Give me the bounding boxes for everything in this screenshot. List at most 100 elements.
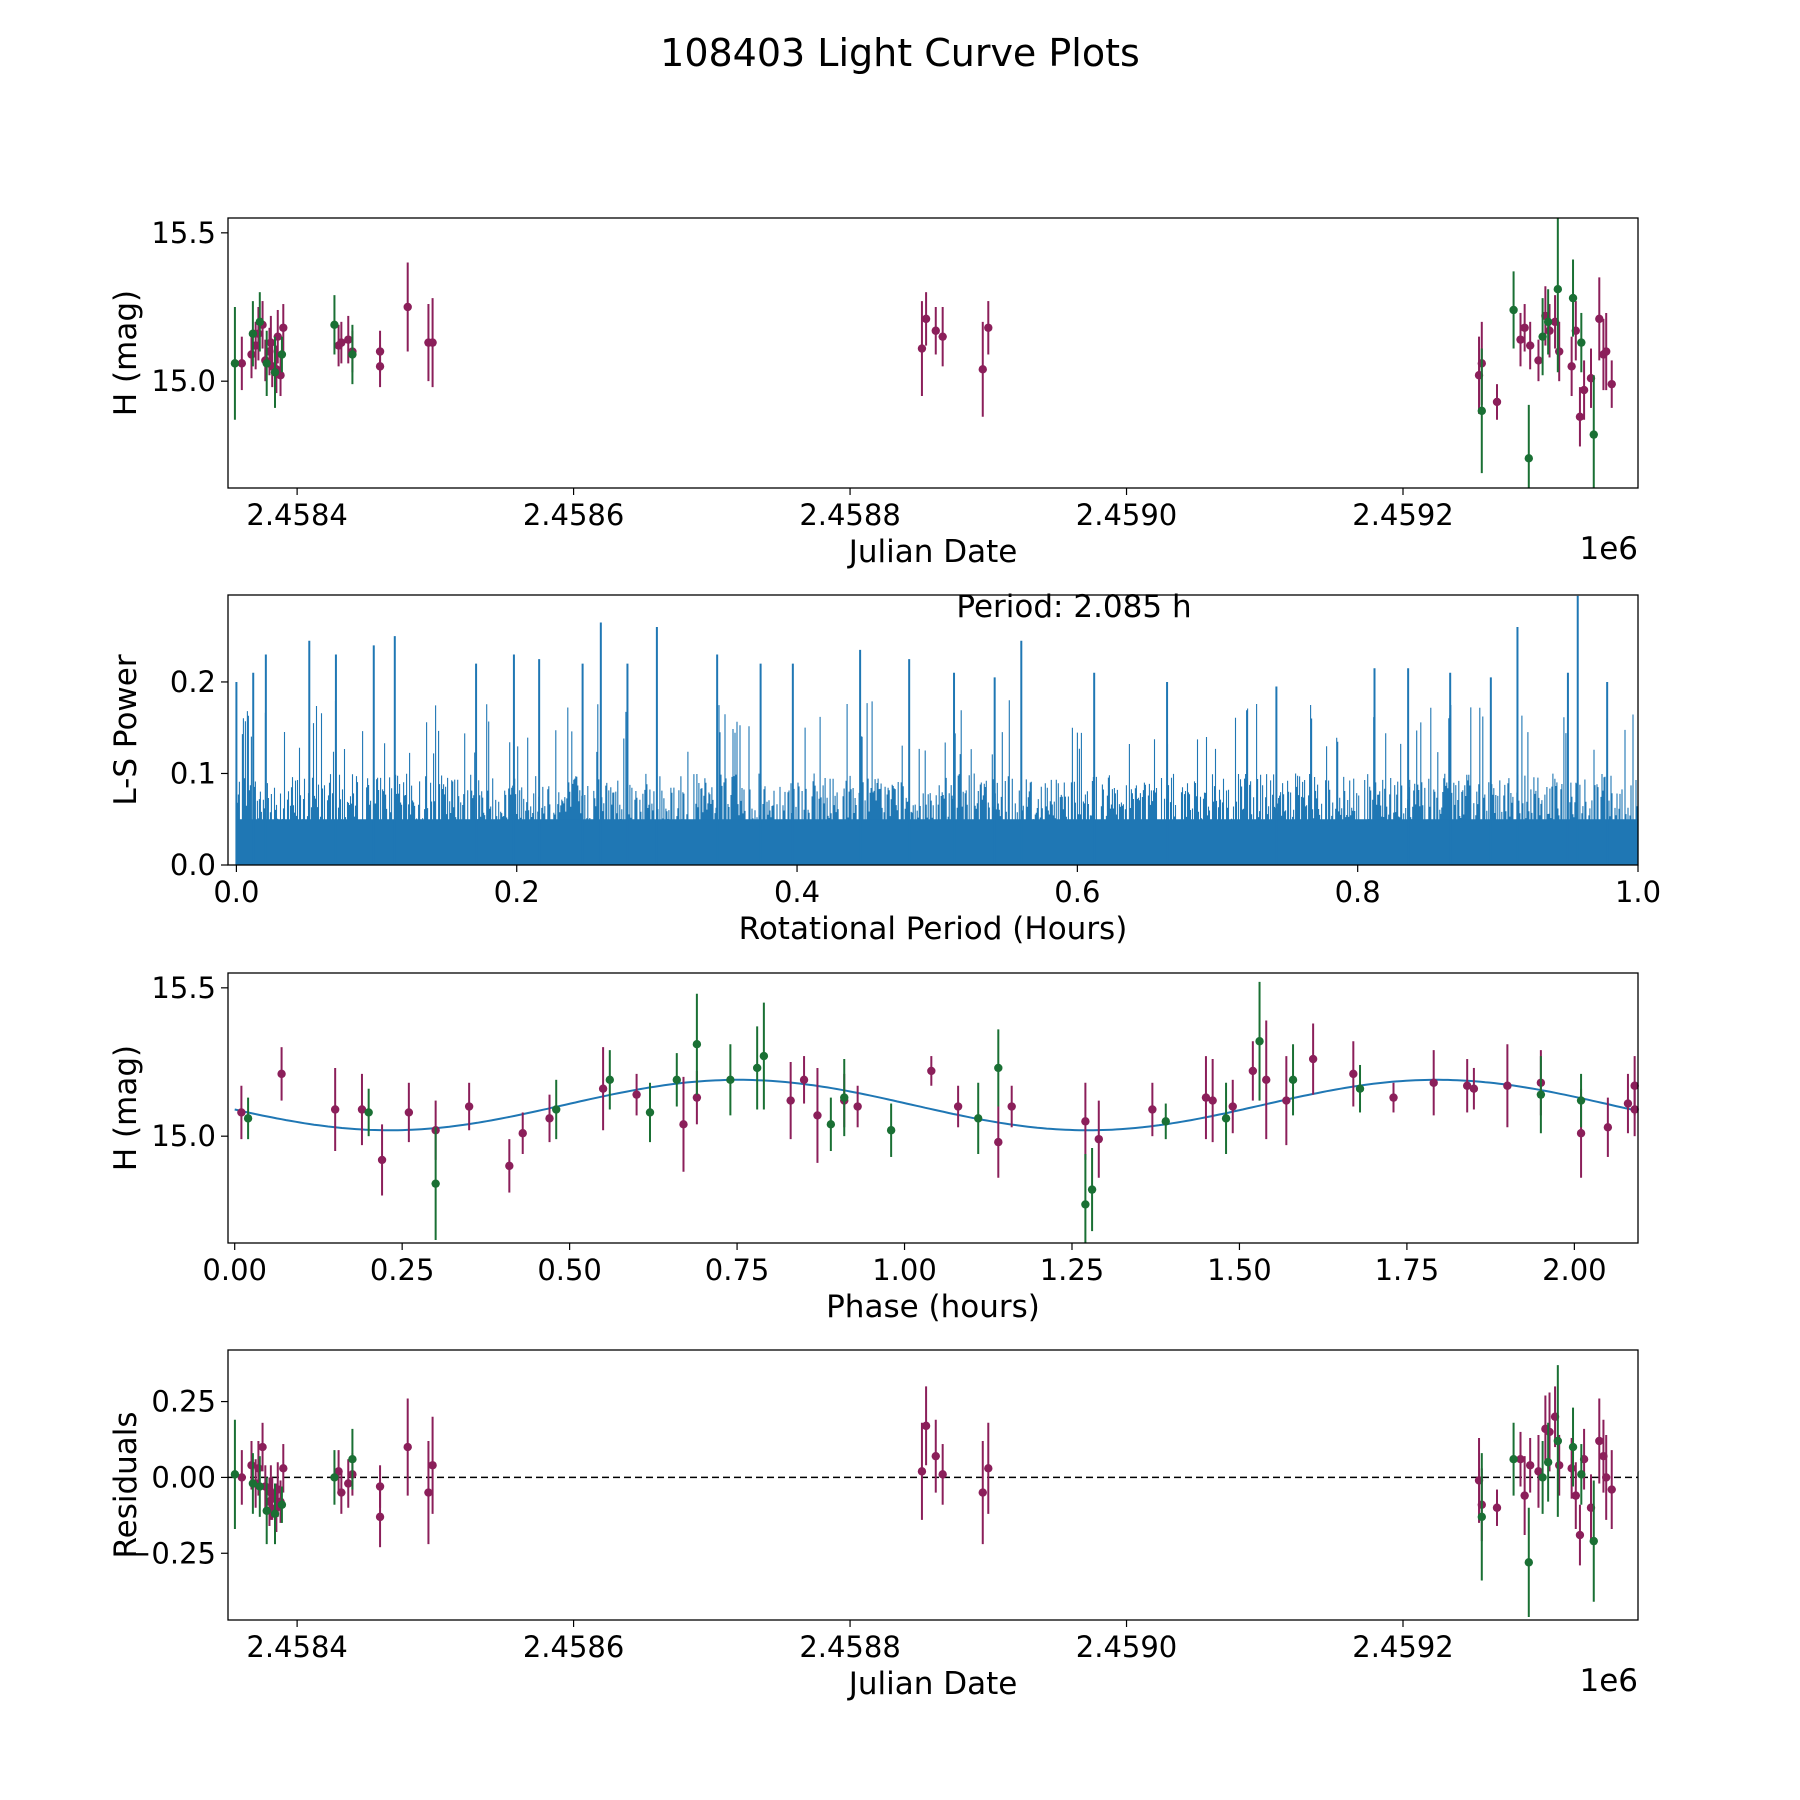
data-point bbox=[357, 1105, 367, 1114]
data-point bbox=[1228, 1102, 1237, 1111]
data-point bbox=[1509, 1455, 1518, 1464]
data-point bbox=[813, 1111, 822, 1120]
data-point bbox=[1534, 356, 1543, 365]
data-point bbox=[978, 1488, 987, 1497]
x-tick-label: 0.0 bbox=[213, 875, 259, 909]
data-point bbox=[759, 1051, 769, 1061]
y-axis-label: L-S Power bbox=[108, 654, 144, 805]
data-point bbox=[404, 1108, 414, 1117]
data-point bbox=[255, 1482, 264, 1491]
x-tick-label: 1.0 bbox=[1615, 875, 1661, 909]
data-point bbox=[921, 314, 931, 324]
x-tick-label: 2.4590 bbox=[1076, 1630, 1177, 1664]
data-point bbox=[1094, 1134, 1103, 1144]
data-point bbox=[1509, 305, 1518, 315]
data-point bbox=[1389, 1093, 1398, 1102]
y-tick-label: −0.25 bbox=[127, 1536, 216, 1570]
data-point bbox=[1568, 1442, 1578, 1452]
x-tick-label: 2.4584 bbox=[246, 1630, 347, 1664]
data-point bbox=[1087, 1185, 1097, 1194]
x-axis-label: Rotational Period (Hours) bbox=[739, 911, 1128, 947]
data-point bbox=[230, 1470, 240, 1479]
data-point bbox=[1538, 332, 1547, 341]
data-point bbox=[255, 317, 264, 327]
data-point bbox=[1534, 1467, 1543, 1476]
x-tick-label: 2.4590 bbox=[1076, 498, 1177, 532]
x-tick-label: 2.4592 bbox=[1352, 498, 1453, 532]
data-point bbox=[375, 1512, 385, 1522]
x-tick-label: 2.4586 bbox=[523, 1630, 624, 1664]
data-points bbox=[237, 981, 1639, 1243]
data-point bbox=[786, 1096, 795, 1105]
data-point bbox=[984, 323, 993, 332]
x-tick-label: 1.00 bbox=[872, 1253, 937, 1287]
x-tick-label: 0.00 bbox=[202, 1253, 267, 1287]
data-point bbox=[752, 1063, 762, 1073]
data-point bbox=[1545, 326, 1554, 335]
data-point bbox=[1492, 1503, 1502, 1512]
x-tick-label: 0.50 bbox=[537, 1253, 602, 1287]
data-point bbox=[1462, 1081, 1472, 1090]
data-point bbox=[428, 1461, 437, 1470]
data-point bbox=[505, 1161, 514, 1171]
data-point bbox=[1567, 362, 1576, 371]
data-point bbox=[1516, 1455, 1525, 1464]
x-tick-label: 2.4586 bbox=[523, 498, 624, 532]
data-point bbox=[1571, 1491, 1580, 1500]
x-offset-label: 1e6 bbox=[1579, 531, 1638, 567]
data-point bbox=[277, 350, 287, 359]
y-axis-label: H (mag) bbox=[108, 290, 144, 416]
axes-frame bbox=[227, 217, 1639, 489]
periodogram-panel: Period: 2.085 h0.0 0.2 0.4 0.6 0.8 1.00.00.10… bbox=[108, 589, 1661, 947]
data-point bbox=[1575, 412, 1585, 421]
data-point bbox=[1524, 1558, 1533, 1567]
data-point bbox=[692, 1040, 702, 1049]
data-point bbox=[254, 1464, 263, 1473]
data-point bbox=[1469, 1084, 1479, 1093]
data-point bbox=[1161, 1117, 1170, 1126]
data-point bbox=[1477, 1512, 1486, 1522]
periodogram-fill bbox=[236, 819, 1638, 865]
data-point bbox=[277, 1500, 287, 1509]
data-point bbox=[917, 1467, 927, 1476]
data-point bbox=[1282, 1096, 1291, 1105]
data-point bbox=[1221, 1114, 1231, 1123]
data-point bbox=[545, 1114, 554, 1123]
x-tick-label: 1.50 bbox=[1207, 1253, 1272, 1287]
data-point bbox=[1545, 1427, 1554, 1437]
data-point bbox=[431, 1179, 440, 1188]
data-point bbox=[330, 1473, 339, 1482]
data-point bbox=[279, 323, 288, 332]
x-axis-label: Phase (hours) bbox=[826, 1289, 1040, 1325]
data-point bbox=[840, 1093, 849, 1102]
data-point bbox=[1007, 1102, 1016, 1111]
light-curve-panel: 2.4584 2.4586 2.4588 2.4590 2.4592 15.0 15.5 Ju… bbox=[108, 216, 1639, 570]
data-point bbox=[994, 1063, 1003, 1073]
data-point bbox=[1081, 1117, 1090, 1126]
y-axis-label: H (mag) bbox=[108, 1045, 144, 1171]
data-point bbox=[938, 332, 947, 341]
data-point bbox=[1577, 1470, 1586, 1479]
data-point bbox=[1553, 1436, 1563, 1446]
data-point bbox=[1208, 1096, 1217, 1105]
data-point bbox=[1603, 1123, 1613, 1132]
data-point bbox=[403, 302, 412, 312]
data-point bbox=[1248, 1066, 1258, 1076]
data-point bbox=[886, 1126, 896, 1135]
data-point bbox=[237, 1108, 246, 1117]
phase-folded-panel: 0.00 0.25 0.50 0.75 1.00 1.25 1.50 1.75 2.00 15.0… bbox=[108, 971, 1639, 1325]
data-point bbox=[994, 1137, 1003, 1147]
data-point bbox=[1589, 1536, 1598, 1546]
data-point bbox=[1520, 1491, 1529, 1500]
data-point bbox=[262, 1506, 271, 1515]
data-point bbox=[237, 1473, 247, 1482]
x-offset-label: 1e6 bbox=[1579, 1663, 1638, 1699]
data-point bbox=[1288, 1075, 1298, 1085]
data-point bbox=[1516, 335, 1525, 344]
data-point bbox=[1429, 1078, 1438, 1087]
data-point bbox=[1623, 1099, 1633, 1108]
data-point bbox=[337, 338, 346, 347]
y-tick-label: 15.5 bbox=[151, 971, 216, 1005]
x-tick-label: 0.75 bbox=[705, 1253, 770, 1287]
periodogram-series bbox=[235, 595, 1639, 865]
